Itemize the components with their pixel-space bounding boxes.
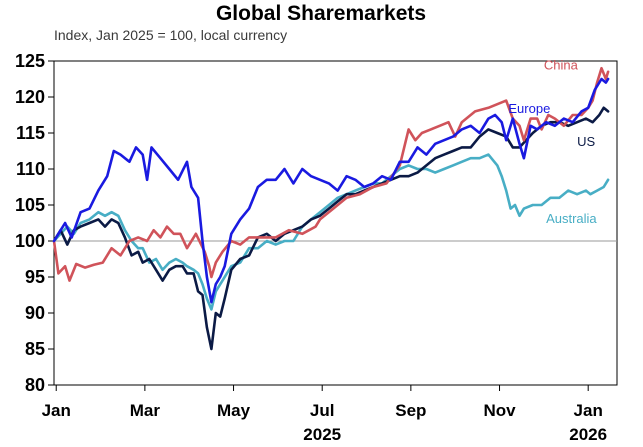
x-tick-label: Mar <box>130 401 161 420</box>
series-line-europe <box>52 77 610 304</box>
series-line-australia <box>52 153 610 311</box>
series-label-europe: Europe <box>508 101 550 116</box>
y-tick-label: 90 <box>25 303 45 323</box>
x-tick-label: Sep <box>395 401 426 420</box>
x-tick-label: Jul <box>310 401 335 420</box>
y-tick-label: 100 <box>15 231 45 251</box>
y-tick-label: 125 <box>15 51 45 71</box>
x-year-label: 2026 <box>569 425 607 444</box>
y-tick-label: 85 <box>25 339 45 359</box>
x-year-label: 2025 <box>303 425 341 444</box>
x-tick-label: May <box>217 401 251 420</box>
plot-frame <box>53 60 618 386</box>
x-tick-label: Jan <box>574 401 603 420</box>
y-tick-label: 95 <box>25 267 45 287</box>
plot-area: 80 85 90 95 100 105 110 115 120 125 Jan Mar May Jul 20… <box>15 51 618 444</box>
series-line-china <box>52 66 610 282</box>
series-line-us <box>52 106 610 351</box>
series-label-australia: Australia <box>546 211 597 226</box>
y-tick-label: 120 <box>15 87 45 107</box>
y-tick-label: 115 <box>16 123 45 143</box>
series-label-china: China <box>544 58 579 73</box>
y-tick-label: 110 <box>16 159 45 179</box>
series-label-us: US <box>577 134 595 149</box>
x-tick-label: Nov <box>483 401 516 420</box>
y-tick-label: 80 <box>25 375 45 395</box>
y-tick-label: 105 <box>15 195 45 215</box>
chart-subtitle: Index, Jan 2025 = 100, local currency <box>54 27 287 43</box>
x-tick-label: Jan <box>42 401 71 420</box>
chart-title: Global Sharemarkets <box>216 2 426 25</box>
